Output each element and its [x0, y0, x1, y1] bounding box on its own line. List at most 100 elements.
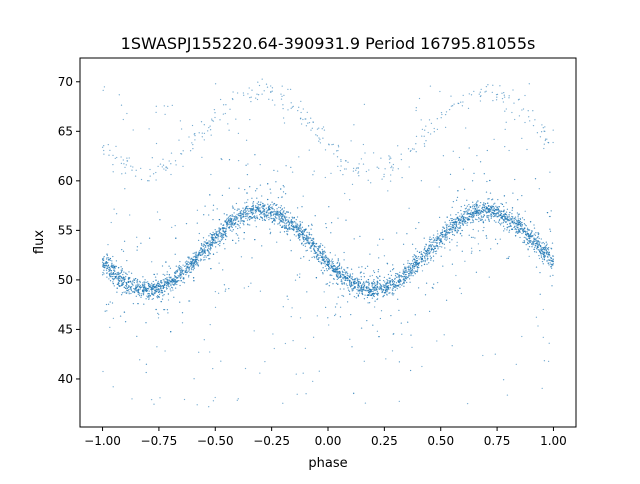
data-point [132, 281, 134, 283]
data-point [280, 219, 283, 222]
data-point [283, 207, 286, 209]
data-point [169, 288, 171, 290]
data-point [196, 255, 198, 257]
data-point [285, 227, 288, 229]
data-point-outlier [203, 339, 205, 341]
data-point-outlier [385, 358, 387, 360]
data-point [138, 293, 141, 295]
data-point [410, 274, 412, 277]
data-point [327, 262, 329, 265]
data-point [140, 286, 142, 288]
data-point [344, 279, 347, 281]
data-point [107, 257, 110, 259]
data-point [494, 202, 496, 204]
data-point [309, 236, 311, 239]
data-point [115, 275, 118, 278]
data-point [358, 278, 360, 281]
data-point [128, 271, 130, 273]
data-point [265, 215, 268, 217]
data-point [268, 205, 270, 207]
data-point [526, 241, 529, 244]
data-point [254, 206, 257, 208]
data-point [204, 245, 206, 247]
data-point [439, 234, 442, 237]
data-point [348, 284, 351, 286]
data-point [368, 283, 370, 285]
data-point [404, 277, 407, 279]
data-point [128, 278, 130, 281]
data-point [291, 223, 293, 226]
data-point [182, 281, 184, 283]
data-point-upper [518, 115, 521, 117]
data-point [245, 215, 247, 217]
data-point [310, 234, 313, 236]
data-point [350, 284, 352, 286]
data-point [211, 239, 213, 241]
data-point [510, 225, 512, 227]
data-point-outlier [377, 244, 379, 246]
data-point-outlier [443, 334, 445, 336]
data-point [246, 223, 249, 225]
data-point [477, 206, 480, 208]
data-point-outlier [158, 285, 161, 288]
data-point [224, 290, 226, 292]
data-point [253, 209, 255, 211]
data-point [233, 224, 236, 226]
data-point [505, 202, 507, 204]
data-point [392, 264, 394, 266]
data-point [446, 236, 448, 239]
data-point [544, 245, 546, 247]
data-point-upper [358, 163, 360, 165]
data-point [293, 234, 296, 236]
data-point [211, 245, 214, 247]
data-point [427, 258, 429, 260]
data-point [533, 243, 535, 245]
data-point [306, 291, 308, 293]
data-point [275, 204, 277, 206]
data-point [409, 369, 412, 372]
data-point [475, 271, 478, 273]
data-point [217, 243, 219, 246]
data-point [459, 222, 461, 224]
data-point [399, 283, 402, 285]
data-point [234, 216, 236, 218]
data-point [488, 208, 490, 210]
data-point [542, 250, 544, 253]
data-point [528, 242, 530, 245]
data-point [371, 293, 374, 295]
data-point [282, 210, 285, 212]
data-point [405, 273, 407, 276]
data-point [471, 215, 473, 217]
data-point-outlier [163, 105, 165, 107]
data-point [380, 287, 382, 289]
data-point [156, 284, 158, 286]
data-point [338, 263, 341, 266]
data-point [466, 217, 469, 219]
data-point [443, 243, 445, 245]
data-point [368, 294, 370, 297]
data-point [475, 204, 477, 206]
data-point-outlier [249, 118, 251, 121]
data-point-upper [257, 94, 260, 96]
data-point [264, 204, 266, 206]
data-point [236, 213, 238, 216]
data-point [165, 284, 168, 286]
data-point [318, 254, 320, 256]
data-point [322, 273, 324, 275]
data-point-upper [318, 137, 320, 139]
data-point [326, 263, 328, 266]
data-point [276, 203, 278, 206]
data-point [176, 270, 179, 273]
data-point-upper [265, 83, 268, 85]
data-point [460, 216, 463, 218]
data-point [361, 266, 363, 268]
data-point [246, 173, 249, 176]
data-point-upper [319, 142, 322, 144]
data-point-upper [192, 143, 194, 146]
data-point-outlier [172, 289, 174, 291]
data-point [426, 263, 428, 265]
data-point [234, 218, 236, 220]
data-point-outlier [210, 134, 212, 136]
data-point [228, 287, 230, 290]
